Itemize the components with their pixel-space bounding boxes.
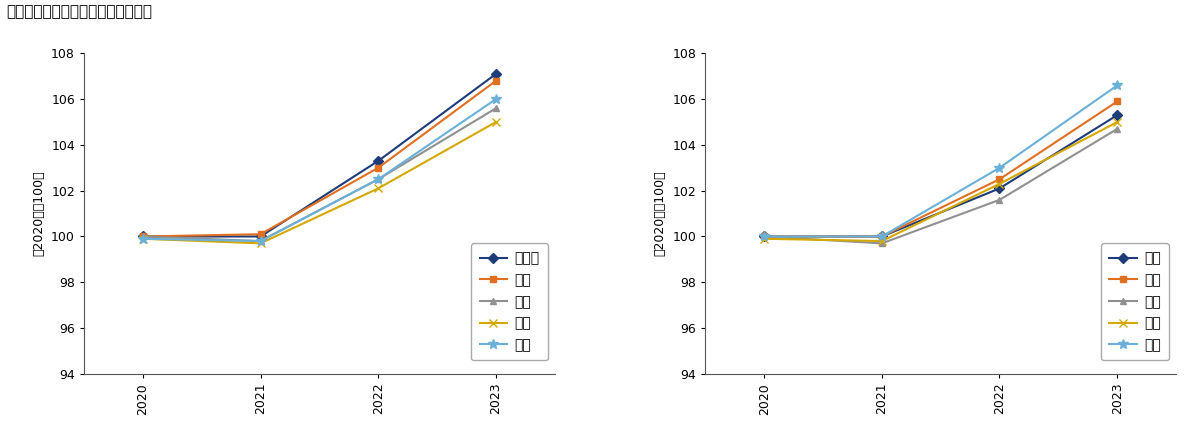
東北	[136, 234, 150, 239]
東北	[371, 165, 385, 170]
沖縄	[757, 234, 772, 239]
北陸	[488, 119, 503, 125]
四国	[992, 197, 1007, 202]
関東	[136, 234, 150, 239]
北陸	[136, 236, 150, 242]
近畿	[875, 234, 889, 239]
近畿	[992, 186, 1007, 191]
四国	[1110, 126, 1124, 132]
東北	[253, 231, 268, 237]
四国	[875, 241, 889, 246]
沖縄	[992, 165, 1007, 170]
中国	[992, 177, 1007, 182]
Line: 北海道: 北海道	[139, 70, 499, 240]
北海道	[488, 71, 503, 77]
Line: 中国: 中国	[761, 98, 1121, 240]
東海	[371, 177, 385, 182]
中国	[1110, 99, 1124, 104]
Line: 北陸: 北陸	[139, 118, 500, 247]
北海道	[136, 234, 150, 239]
近畿	[1110, 113, 1124, 118]
九州	[757, 236, 772, 242]
Text: 地域別の消費者物価指数（総務省）: 地域別の消費者物価指数（総務省）	[6, 4, 152, 20]
Legend: 北海道, 東北, 関東, 北陸, 東海: 北海道, 東北, 関東, 北陸, 東海	[472, 243, 547, 360]
Legend: 近畿, 中国, 四国, 九州, 沖縄: 近畿, 中国, 四国, 九州, 沖縄	[1100, 243, 1169, 360]
Y-axis label: （2020年＝100）: （2020年＝100）	[654, 171, 667, 256]
Line: 沖縄: 沖縄	[760, 81, 1122, 241]
中国	[757, 234, 772, 239]
関東	[488, 105, 503, 111]
東海	[488, 97, 503, 102]
関東	[371, 177, 385, 182]
九州	[875, 239, 889, 244]
北海道	[371, 158, 385, 164]
沖縄	[1110, 83, 1124, 88]
Line: 東海: 東海	[138, 94, 500, 246]
近畿	[757, 234, 772, 239]
中国	[875, 234, 889, 239]
北陸	[371, 186, 385, 191]
Line: 近畿: 近畿	[761, 112, 1121, 240]
北海道	[253, 234, 268, 239]
東海	[136, 236, 150, 242]
Line: 四国: 四国	[761, 125, 1121, 247]
Y-axis label: （2020年＝100）: （2020年＝100）	[32, 171, 46, 256]
九州	[1110, 119, 1124, 125]
北陸	[253, 241, 268, 246]
東海	[253, 239, 268, 244]
九州	[992, 181, 1007, 186]
沖縄	[875, 234, 889, 239]
四国	[757, 234, 772, 239]
Line: 東北: 東北	[139, 77, 499, 240]
Line: 九州: 九州	[760, 118, 1121, 245]
東北	[488, 78, 503, 84]
Line: 関東: 関東	[139, 105, 499, 245]
関東	[253, 239, 268, 244]
